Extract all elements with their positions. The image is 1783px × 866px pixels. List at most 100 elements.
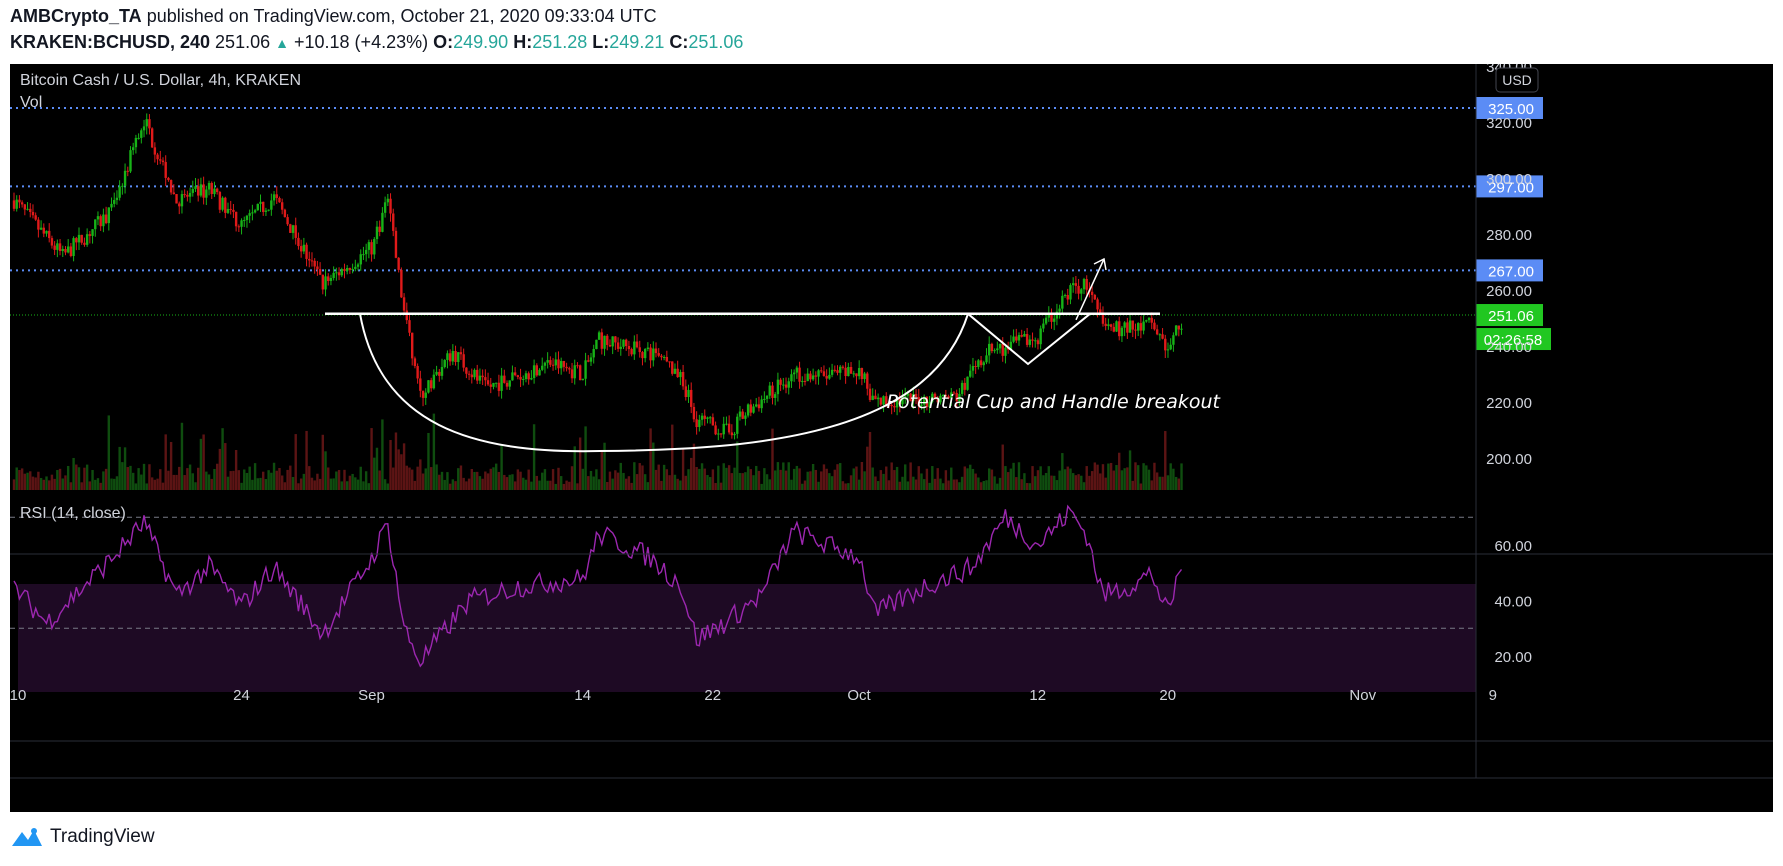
volume-bar xyxy=(305,430,308,490)
volume-bar xyxy=(440,471,444,490)
volume-bar xyxy=(711,469,715,490)
candle-body xyxy=(852,373,855,375)
volume-bar xyxy=(145,483,148,490)
volume-bar xyxy=(316,473,319,490)
volume-bar xyxy=(652,442,655,490)
volume-bar xyxy=(963,466,967,490)
volume-bar xyxy=(1082,482,1086,490)
author-name[interactable]: AMBCrypto_TA xyxy=(10,6,142,26)
volume-bar xyxy=(381,419,384,490)
tradingview-logo-icon[interactable] xyxy=(10,826,44,848)
candle-body xyxy=(811,375,815,380)
volume-bar xyxy=(801,483,804,490)
volume-bar xyxy=(771,428,774,490)
candle-body xyxy=(23,204,27,210)
volume-bar xyxy=(1025,483,1029,490)
volume-bar xyxy=(131,472,135,490)
volume-bar xyxy=(996,483,999,490)
candle-body xyxy=(917,397,920,406)
volume-bar xyxy=(527,469,530,490)
axes[interactable]: 200.00 220.00 240.00 260.00 280.00 300.00 320.… xyxy=(10,64,1532,704)
candle-body xyxy=(15,199,18,209)
volume-bar xyxy=(606,481,609,490)
cup-curve[interactable] xyxy=(359,313,969,453)
handle-line[interactable] xyxy=(967,313,1091,366)
volume-bar xyxy=(798,468,801,490)
volume-bar xyxy=(159,469,162,490)
volume-bar xyxy=(1131,480,1134,490)
symbol-label[interactable]: KRAKEN:BCHUSD, 240 xyxy=(10,32,211,52)
candle-body xyxy=(486,380,490,385)
candle-body xyxy=(722,423,725,435)
candle-body xyxy=(31,211,35,216)
volume-bar xyxy=(622,472,625,490)
time-tick-label: 22 xyxy=(704,687,721,704)
volume-bar xyxy=(267,470,270,490)
volume-bar xyxy=(833,469,836,490)
volume-bar xyxy=(1066,466,1069,490)
breakout-arrow[interactable] xyxy=(1075,258,1105,321)
volume-bar xyxy=(497,471,501,490)
volume-bar xyxy=(237,470,241,490)
candle-body xyxy=(215,188,219,193)
rsi-line[interactable] xyxy=(13,504,1183,668)
volume-bar xyxy=(708,477,712,490)
volume-bar xyxy=(906,481,910,490)
candle-body xyxy=(1071,283,1075,286)
price-change: +10.18 (+4.23%) xyxy=(294,32,429,52)
volume-bar xyxy=(169,441,173,490)
time-tick-label: 12 xyxy=(1029,687,1046,704)
candle-body xyxy=(830,369,834,375)
volume-bar xyxy=(611,478,614,490)
candle-body xyxy=(1074,283,1078,286)
candle-body xyxy=(679,371,682,378)
volume-bar xyxy=(581,468,585,490)
candle-body xyxy=(408,320,411,333)
volume-bar xyxy=(538,480,541,490)
candlesticks[interactable] xyxy=(12,113,1183,441)
volume-bar xyxy=(126,467,129,490)
candle-body xyxy=(1047,313,1050,318)
candle-body xyxy=(150,128,154,148)
volume-bar xyxy=(218,448,222,490)
volume-bar xyxy=(470,469,473,490)
candle-body xyxy=(1053,318,1056,322)
candle-body xyxy=(727,423,731,433)
volume-bar xyxy=(839,463,842,490)
volume-bar xyxy=(1101,464,1105,490)
candle-body xyxy=(448,353,452,362)
candle-body xyxy=(817,370,820,377)
candle-body xyxy=(1139,323,1143,331)
candle-body xyxy=(893,406,896,408)
currency-badge[interactable] xyxy=(1495,67,1539,93)
candle-body xyxy=(213,188,216,195)
volume-bar xyxy=(698,468,701,490)
candle-body xyxy=(340,269,343,276)
candle-body xyxy=(129,150,132,172)
volume-bar xyxy=(505,477,509,490)
volume-bar xyxy=(1150,480,1153,490)
candle-body xyxy=(654,348,658,354)
candle-body xyxy=(1061,295,1064,309)
volume-bar xyxy=(1017,462,1021,490)
candle-body xyxy=(966,376,969,390)
candle-body xyxy=(107,207,111,224)
current-price-label: 251.06 xyxy=(1488,308,1534,325)
candle-body xyxy=(733,433,736,436)
volume-bar xyxy=(118,446,121,490)
volume-bar xyxy=(324,451,327,490)
volume-bar xyxy=(186,468,189,490)
brand-name[interactable]: TradingView xyxy=(50,826,155,847)
candle-body xyxy=(568,368,571,370)
candle-body xyxy=(741,411,744,419)
countdown-tag xyxy=(1476,328,1551,351)
volume-bar xyxy=(34,477,37,490)
candle-body xyxy=(343,269,346,271)
volume-bar xyxy=(167,470,170,490)
pane-title: Bitcoin Cash / U.S. Dollar, 4h, KRAKEN xyxy=(20,72,301,89)
volume-bar xyxy=(245,472,249,490)
volume-bar xyxy=(871,467,874,490)
volume-bar xyxy=(72,457,75,490)
volume-bar xyxy=(627,476,631,490)
